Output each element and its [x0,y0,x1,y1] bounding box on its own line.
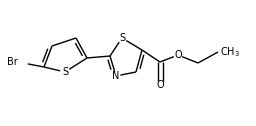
Text: N: N [112,71,120,81]
Text: CH$_3$: CH$_3$ [220,45,240,59]
Text: Br: Br [7,57,18,67]
Text: S: S [119,33,125,43]
Text: O: O [156,80,164,90]
Text: S: S [62,67,68,77]
Text: O: O [174,50,182,60]
